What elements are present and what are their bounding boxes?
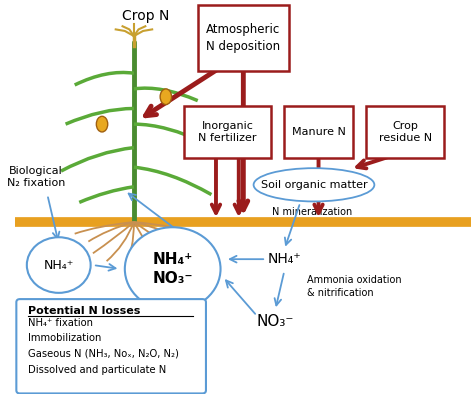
Text: Immobilization: Immobilization bbox=[28, 333, 101, 343]
Text: Manure N: Manure N bbox=[292, 127, 346, 137]
Ellipse shape bbox=[160, 89, 172, 104]
FancyBboxPatch shape bbox=[366, 106, 444, 158]
Text: Gaseous N (NH₃, Noₓ, N₂O, N₂): Gaseous N (NH₃, Noₓ, N₂O, N₂) bbox=[28, 349, 179, 359]
Text: Soil organic matter: Soil organic matter bbox=[261, 180, 367, 190]
Text: Crop
residue N: Crop residue N bbox=[379, 121, 432, 143]
FancyBboxPatch shape bbox=[198, 4, 289, 71]
Text: NO₃⁻: NO₃⁻ bbox=[256, 314, 294, 329]
Ellipse shape bbox=[96, 116, 108, 132]
Text: Crop N: Crop N bbox=[122, 10, 169, 23]
Text: N mineralization: N mineralization bbox=[272, 207, 352, 217]
Text: Dissolved and particulate N: Dissolved and particulate N bbox=[28, 364, 166, 374]
Text: Atmospheric
N deposition: Atmospheric N deposition bbox=[206, 23, 281, 53]
Text: Inorganic
N fertilizer: Inorganic N fertilizer bbox=[198, 121, 256, 143]
Text: NH₄⁺: NH₄⁺ bbox=[267, 252, 301, 266]
Text: NH₄⁺
NO₃⁻: NH₄⁺ NO₃⁻ bbox=[153, 252, 193, 286]
Text: NH₄⁺: NH₄⁺ bbox=[44, 258, 74, 272]
Text: Potential N losses: Potential N losses bbox=[28, 306, 141, 316]
Ellipse shape bbox=[254, 168, 374, 201]
FancyBboxPatch shape bbox=[184, 106, 271, 158]
FancyBboxPatch shape bbox=[284, 106, 353, 158]
Text: NH₄⁺ fixation: NH₄⁺ fixation bbox=[28, 318, 93, 328]
Ellipse shape bbox=[27, 237, 91, 293]
Ellipse shape bbox=[125, 227, 220, 311]
Text: Biological
N₂ fixation: Biological N₂ fixation bbox=[7, 166, 65, 188]
Text: Ammonia oxidation
& nitrification: Ammonia oxidation & nitrification bbox=[307, 276, 402, 298]
FancyBboxPatch shape bbox=[16, 299, 206, 393]
